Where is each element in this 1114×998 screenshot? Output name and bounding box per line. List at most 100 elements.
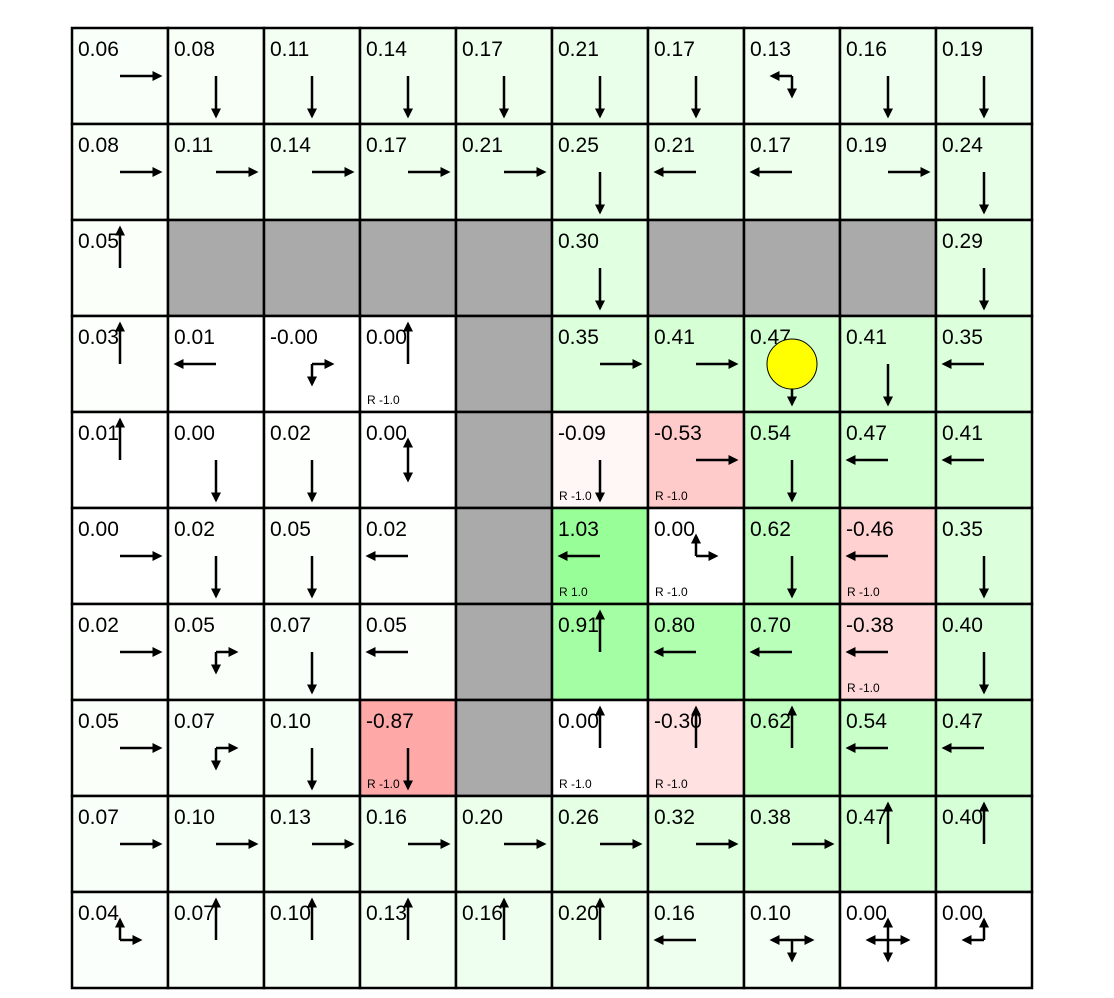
grid-cell[interactable]: 0.10 — [262, 890, 362, 990]
grid-cell[interactable]: 0.16 — [838, 26, 938, 126]
grid-cell[interactable]: 0.13 — [262, 794, 362, 894]
grid-cell[interactable]: 0.10 — [166, 794, 266, 894]
grid-cell[interactable]: 0.62 — [742, 506, 842, 606]
grid-cell[interactable]: 0.01 — [70, 410, 170, 510]
grid-cell[interactable]: 0.05 — [262, 506, 362, 606]
grid-cell[interactable]: 0.14 — [262, 122, 362, 222]
wall-cell[interactable] — [358, 218, 458, 318]
grid-cell[interactable]: 0.00 — [838, 890, 938, 990]
grid-cell[interactable]: 0.20 — [550, 890, 650, 990]
grid-cell[interactable]: 0.21 — [646, 122, 746, 222]
grid-cell[interactable]: 0.07 — [166, 890, 266, 990]
grid-cell[interactable]: -0.09 R -1.0 — [550, 410, 650, 510]
grid-cell[interactable]: 0.00 — [358, 410, 458, 510]
grid-cell[interactable]: 0.41 — [646, 314, 746, 414]
grid-cell[interactable]: 0.38 — [742, 794, 842, 894]
grid-cell[interactable]: 0.25 — [550, 122, 650, 222]
grid-cell[interactable]: 0.13 — [358, 890, 458, 990]
grid-cell[interactable]: 0.40 — [934, 602, 1034, 702]
grid-cell[interactable]: 0.07 — [70, 794, 170, 894]
grid-cell[interactable]: 0.00 — [934, 890, 1034, 990]
wall-cell[interactable] — [454, 314, 554, 414]
grid-cell[interactable]: 0.16 — [358, 794, 458, 894]
grid-cell[interactable]: 0.35 — [934, 506, 1034, 606]
grid-cell[interactable]: 0.47 — [838, 410, 938, 510]
grid-cell[interactable]: 0.10 — [742, 890, 842, 990]
grid-cell[interactable]: 0.70 — [742, 602, 842, 702]
grid-cell[interactable]: 0.35 — [550, 314, 650, 414]
grid-cell[interactable]: 0.00 R -1.0 — [646, 506, 746, 606]
grid-cell[interactable]: 0.29 — [934, 218, 1034, 318]
wall-cell[interactable] — [454, 506, 554, 606]
wall-cell[interactable] — [454, 602, 554, 702]
wall-cell[interactable] — [454, 698, 554, 798]
grid-cell[interactable]: 0.35 — [934, 314, 1034, 414]
cell-value: 0.07 — [270, 614, 311, 637]
wall-cell[interactable] — [454, 218, 554, 318]
grid-cell[interactable]: 0.05 — [166, 602, 266, 702]
grid-cell[interactable]: 0.17 — [358, 122, 458, 222]
grid-cell[interactable]: 0.01 — [166, 314, 266, 414]
wall-cell[interactable] — [166, 218, 266, 318]
wall-cell[interactable] — [646, 218, 746, 318]
grid-cell[interactable]: -0.38 R -1.0 — [838, 602, 938, 702]
grid-cell[interactable]: 0.11 — [166, 122, 266, 222]
grid-cell[interactable]: -0.46 R -1.0 — [838, 506, 938, 606]
grid-cell[interactable]: 0.47 — [838, 794, 938, 894]
grid-cell[interactable]: 0.54 — [742, 410, 842, 510]
grid-cell[interactable]: 0.00 — [70, 506, 170, 606]
grid-cell[interactable]: 0.17 — [646, 26, 746, 126]
grid-cell[interactable]: 0.03 — [70, 314, 170, 414]
grid-cell[interactable]: 0.02 — [358, 506, 458, 606]
grid-cell[interactable]: 0.10 — [262, 698, 362, 798]
grid-cell[interactable]: 0.00 R -1.0 — [550, 698, 650, 798]
grid-cell[interactable]: 0.02 — [166, 506, 266, 606]
grid-cell[interactable]: 0.11 — [262, 26, 362, 126]
grid-cell[interactable]: 1.03 R 1.0 — [550, 506, 650, 606]
grid-cell[interactable]: 0.91 — [550, 602, 650, 702]
grid-cell[interactable]: 0.26 — [550, 794, 650, 894]
grid-cell[interactable]: 0.08 — [70, 122, 170, 222]
grid-cell[interactable]: 0.54 — [838, 698, 938, 798]
grid-cell[interactable]: 0.06 — [70, 26, 170, 126]
grid-cell[interactable]: 0.16 — [646, 890, 746, 990]
grid-cell[interactable]: 0.30 — [550, 218, 650, 318]
grid-cell[interactable]: 0.14 — [358, 26, 458, 126]
grid-cell[interactable]: 0.13 — [742, 26, 842, 126]
wall-cell[interactable] — [742, 218, 842, 318]
grid-cell[interactable]: 0.00 — [166, 410, 266, 510]
wall-cell[interactable] — [262, 218, 362, 318]
wall-cell[interactable] — [838, 218, 938, 318]
grid-cell[interactable]: 0.04 — [70, 890, 170, 990]
grid-cell[interactable]: 0.80 — [646, 602, 746, 702]
grid-cell[interactable]: 0.41 — [838, 314, 938, 414]
grid-cell[interactable]: 0.19 — [934, 26, 1034, 126]
grid-cell[interactable]: 0.02 — [262, 410, 362, 510]
grid-cell[interactable]: 0.19 — [838, 122, 938, 222]
grid-cell[interactable]: -0.87 R -1.0 — [358, 698, 458, 798]
grid-cell[interactable]: 0.41 — [934, 410, 1034, 510]
grid-cell[interactable]: 0.32 — [646, 794, 746, 894]
grid-cell[interactable]: 0.16 — [454, 890, 554, 990]
grid-cell[interactable]: 0.17 — [742, 122, 842, 222]
grid-cell[interactable]: 0.21 — [454, 122, 554, 222]
grid-cell[interactable]: -0.00 — [262, 314, 362, 414]
grid-cell[interactable]: 0.05 — [70, 218, 170, 318]
grid-cell[interactable]: 0.21 — [550, 26, 650, 126]
grid-cell[interactable]: 0.40 — [934, 794, 1034, 894]
grid-cell[interactable]: 0.08 — [166, 26, 266, 126]
grid-cell[interactable]: 0.02 — [70, 602, 170, 702]
grid-cell[interactable]: 0.05 — [70, 698, 170, 798]
grid-cell[interactable]: 0.00 R -1.0 — [358, 314, 458, 414]
grid-cell[interactable]: 0.07 — [262, 602, 362, 702]
grid-cell[interactable]: 0.62 — [742, 698, 842, 798]
grid-cell[interactable]: -0.53 R -1.0 — [646, 410, 746, 510]
grid-cell[interactable]: -0.30 R -1.0 — [646, 698, 746, 798]
grid-cell[interactable]: 0.05 — [358, 602, 458, 702]
wall-cell[interactable] — [454, 410, 554, 510]
grid-cell[interactable]: 0.20 — [454, 794, 554, 894]
grid-cell[interactable]: 0.07 — [166, 698, 266, 798]
grid-cell[interactable]: 0.24 — [934, 122, 1034, 222]
grid-cell[interactable]: 0.17 — [454, 26, 554, 126]
grid-cell[interactable]: 0.47 — [934, 698, 1034, 798]
